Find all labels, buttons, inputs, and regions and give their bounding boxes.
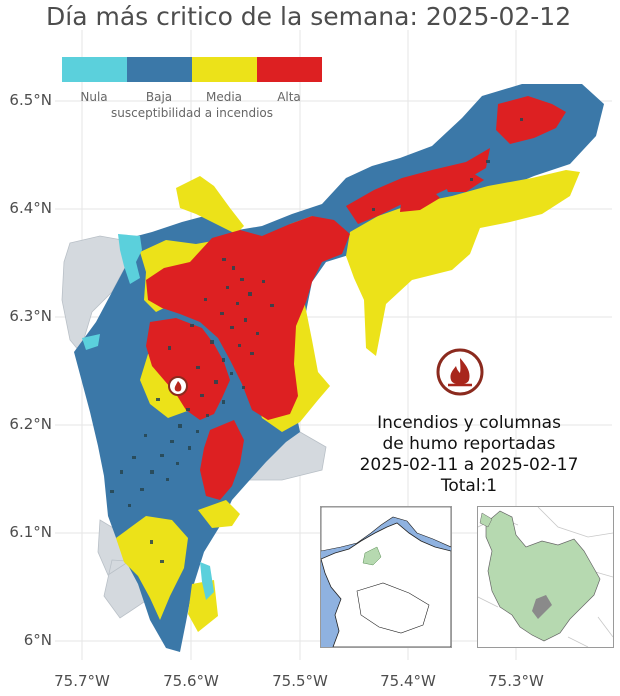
legend-label-nula: Nula — [80, 90, 108, 104]
legend-swatch-baja — [127, 57, 192, 82]
speckle-texture — [110, 118, 523, 563]
region-media — [116, 170, 580, 632]
legend-label-media: Media — [205, 90, 243, 104]
legend-title: susceptibilidad a incendios — [110, 106, 273, 120]
colombia-inset-map — [320, 506, 452, 648]
lat-tick-label: 6.3°N — [9, 307, 52, 325]
antioquia-inset-map — [477, 506, 614, 648]
lat-tick-label: 6.1°N — [9, 523, 52, 541]
lon-tick-label: 75.7°W — [54, 672, 110, 690]
region-nula — [82, 234, 214, 600]
map-title: Día más critico de la semana: 2025-02-12 — [46, 2, 572, 31]
legend-swatch-alta — [257, 57, 322, 82]
legend-label-alta: Alta — [277, 90, 301, 104]
lon-tick-label: 75.6°W — [163, 672, 219, 690]
lat-tick-label: 6.5°N — [9, 91, 52, 109]
fire-report-line: Incendios y columnas — [377, 413, 561, 433]
lat-tick-label: 6.4°N — [9, 199, 52, 217]
fire-report-date-range: 2025-02-11 a 2025-02-17 — [359, 455, 579, 475]
legend-swatch-media — [192, 57, 257, 82]
lat-tick-label: 6°N — [23, 631, 52, 649]
legend-label-baja: Baja — [145, 90, 173, 104]
fire-report-total: Total:1 — [440, 476, 498, 496]
fire-icon — [436, 348, 484, 396]
fire-report-caption: Incendios y columnas de humo reportadas … — [340, 413, 598, 497]
region-alta — [146, 96, 566, 500]
lat-tick-label: 6.2°N — [9, 415, 52, 433]
lon-tick-label: 75.5°W — [272, 672, 328, 690]
fire-report-line: de humo reportadas — [382, 434, 556, 454]
lon-tick-label: 75.4°W — [380, 672, 436, 690]
fire-marker-icon[interactable] — [168, 376, 188, 396]
lon-tick-label: 75.3°W — [488, 672, 544, 690]
legend-swatch-nula — [62, 57, 127, 82]
